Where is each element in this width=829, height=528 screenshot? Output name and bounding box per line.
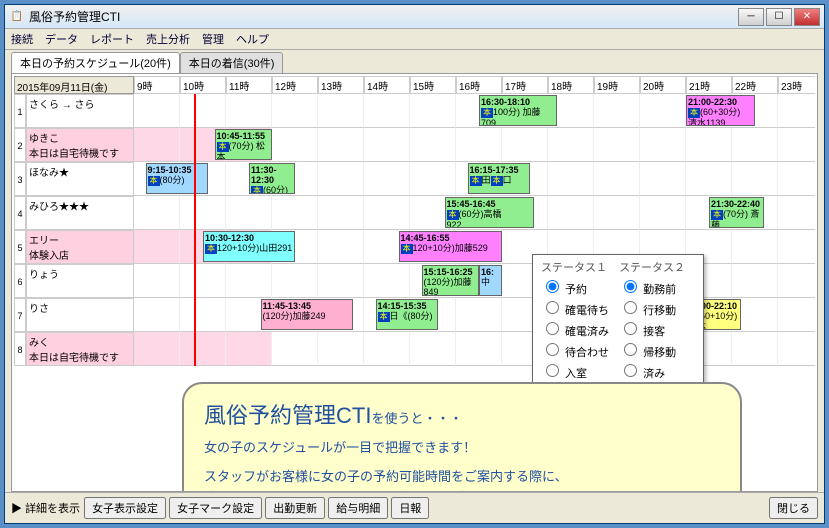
- hour-header: 13時: [318, 76, 364, 94]
- staff-name[interactable]: みく本日は自宅待機です: [26, 332, 134, 366]
- appointment[interactable]: 10:45-11:55本(70分) 松本1135: [215, 129, 273, 160]
- row-number: 3: [14, 162, 26, 196]
- hour-header: 22時: [732, 76, 778, 94]
- status2-option[interactable]: 行移動: [619, 298, 685, 319]
- maximize-button[interactable]: ☐: [766, 8, 792, 26]
- appointment[interactable]: 16:30-18:10本100分) 加藤709: [479, 95, 557, 126]
- hour-header: 16時: [456, 76, 502, 94]
- row-number: 7: [14, 298, 26, 332]
- close-button[interactable]: ✕: [794, 8, 820, 26]
- staff-name[interactable]: さくら → さら: [26, 94, 134, 128]
- status2-option[interactable]: 接客: [619, 319, 685, 340]
- hour-header: 21時: [686, 76, 732, 94]
- staff-name[interactable]: りさ: [26, 298, 134, 332]
- minimize-button[interactable]: ─: [738, 8, 764, 26]
- status1-option[interactable]: 入室: [541, 361, 609, 382]
- hour-header: 19時: [594, 76, 640, 94]
- staff-name[interactable]: りょう: [26, 264, 134, 298]
- status2-option[interactable]: 帰移動: [619, 340, 685, 361]
- detail-toggle[interactable]: ▶ 詳細を表示: [11, 500, 80, 516]
- window-title: 風俗予約管理CTI: [29, 8, 738, 25]
- appointment[interactable]: 16:中: [479, 265, 502, 296]
- appointment[interactable]: 14:15-15:35本日《(80分): [376, 299, 438, 330]
- appointment[interactable]: 16:15-17:35本田本口: [468, 163, 530, 194]
- appointment[interactable]: 21:00-22:30本(60+30分)清水1139: [686, 95, 755, 126]
- hour-header: 17時: [502, 76, 548, 94]
- menu-item[interactable]: 管理: [202, 34, 224, 46]
- appointment[interactable]: 9:15-10:35本(80分): [146, 163, 208, 194]
- staff-name[interactable]: みひろ★★★: [26, 196, 134, 230]
- toolbar-button[interactable]: 女子表示設定: [84, 497, 166, 519]
- appointment[interactable]: 14:45-16:55本120+10分)加藤529: [399, 231, 503, 262]
- appointment[interactable]: 15:15-16:25(120分)加藤849: [422, 265, 480, 296]
- toolbar-button[interactable]: 日報: [391, 497, 429, 519]
- hour-header: 18時: [548, 76, 594, 94]
- hour-header: 10時: [180, 76, 226, 94]
- bottom-toolbar: ▶ 詳細を表示 女子表示設定 女子マーク設定 出勤更新 給与明細 日報 閉じる: [5, 492, 824, 523]
- staff-name[interactable]: ほなみ★: [26, 162, 134, 196]
- row-number: 2: [14, 128, 26, 162]
- toolbar-button[interactable]: 女子マーク設定: [169, 497, 262, 519]
- row-number: 1: [14, 94, 26, 128]
- tab[interactable]: 本日の着信(30件): [180, 52, 284, 73]
- menu-item[interactable]: 接続: [11, 34, 33, 46]
- toolbar-button[interactable]: 出勤更新: [265, 497, 325, 519]
- appointment[interactable]: 11:45-13:45(120分)加藤249: [261, 299, 353, 330]
- hour-header: 14時: [364, 76, 410, 94]
- appointment[interactable]: 21:30-22:40本(70分) 斎藤634: [709, 197, 764, 228]
- status1-option[interactable]: 予約: [541, 277, 609, 298]
- status2-option[interactable]: 済み: [619, 361, 685, 382]
- hour-header: 23時: [778, 76, 815, 94]
- menu-item[interactable]: 売上分析: [146, 34, 190, 46]
- status1-option[interactable]: 確電待ち: [541, 298, 609, 319]
- hour-header: 15時: [410, 76, 456, 94]
- hour-header: 9時: [134, 76, 180, 94]
- status1-option[interactable]: 確電済み: [541, 319, 609, 340]
- info-balloon: 風俗予約管理CTIを使うと・・・ 女の子のスケジュールが一目で把握できます！ ス…: [182, 382, 742, 492]
- hour-header: 20時: [640, 76, 686, 94]
- appointment[interactable]: 11:30-12:30本(60分) 吉田830: [249, 163, 295, 194]
- row-number: 5: [14, 230, 26, 264]
- row-number: 4: [14, 196, 26, 230]
- appointment[interactable]: 10:30-12:30本120+10分)山田291: [203, 231, 295, 262]
- menu-item[interactable]: データ: [45, 34, 78, 46]
- tab[interactable]: 本日の予約スケジュール(20件): [11, 52, 180, 73]
- menubar: 接続データレポート売上分析管理ヘルプ: [5, 29, 824, 50]
- status1-option[interactable]: 待合わせ: [541, 340, 609, 361]
- context-menu[interactable]: ステータス１ 予約 確電待ち 確電済み 待合わせ 入室ステータス２ 勤務前 行移…: [532, 254, 704, 387]
- tabs: 本日の予約スケジュール(20件)本日の着信(30件): [5, 50, 824, 73]
- toolbar-button[interactable]: 給与明細: [328, 497, 388, 519]
- menu-item[interactable]: レポート: [90, 34, 134, 46]
- staff-name[interactable]: エリー体験入店: [26, 230, 134, 264]
- current-time-line: [194, 94, 196, 366]
- hour-header: 12時: [272, 76, 318, 94]
- status2-option[interactable]: 勤務前: [619, 277, 685, 298]
- staff-name[interactable]: ゆきこ本日は自宅待機です: [26, 128, 134, 162]
- close-window-button[interactable]: 閉じる: [769, 497, 818, 519]
- menu-item[interactable]: ヘルプ: [236, 34, 269, 46]
- app-icon: 📋: [9, 9, 25, 25]
- appointment[interactable]: 15:45-16:45本(60分)高橋922: [445, 197, 535, 228]
- row-number: 8: [14, 332, 26, 366]
- balloon-title: 風俗予約管理CTI: [204, 403, 371, 428]
- hour-header: 11時: [226, 76, 272, 94]
- titlebar: 📋 風俗予約管理CTI ─ ☐ ✕: [5, 5, 824, 29]
- date-header: 2015年09月11日(金): [14, 76, 134, 94]
- row-number: 6: [14, 264, 26, 298]
